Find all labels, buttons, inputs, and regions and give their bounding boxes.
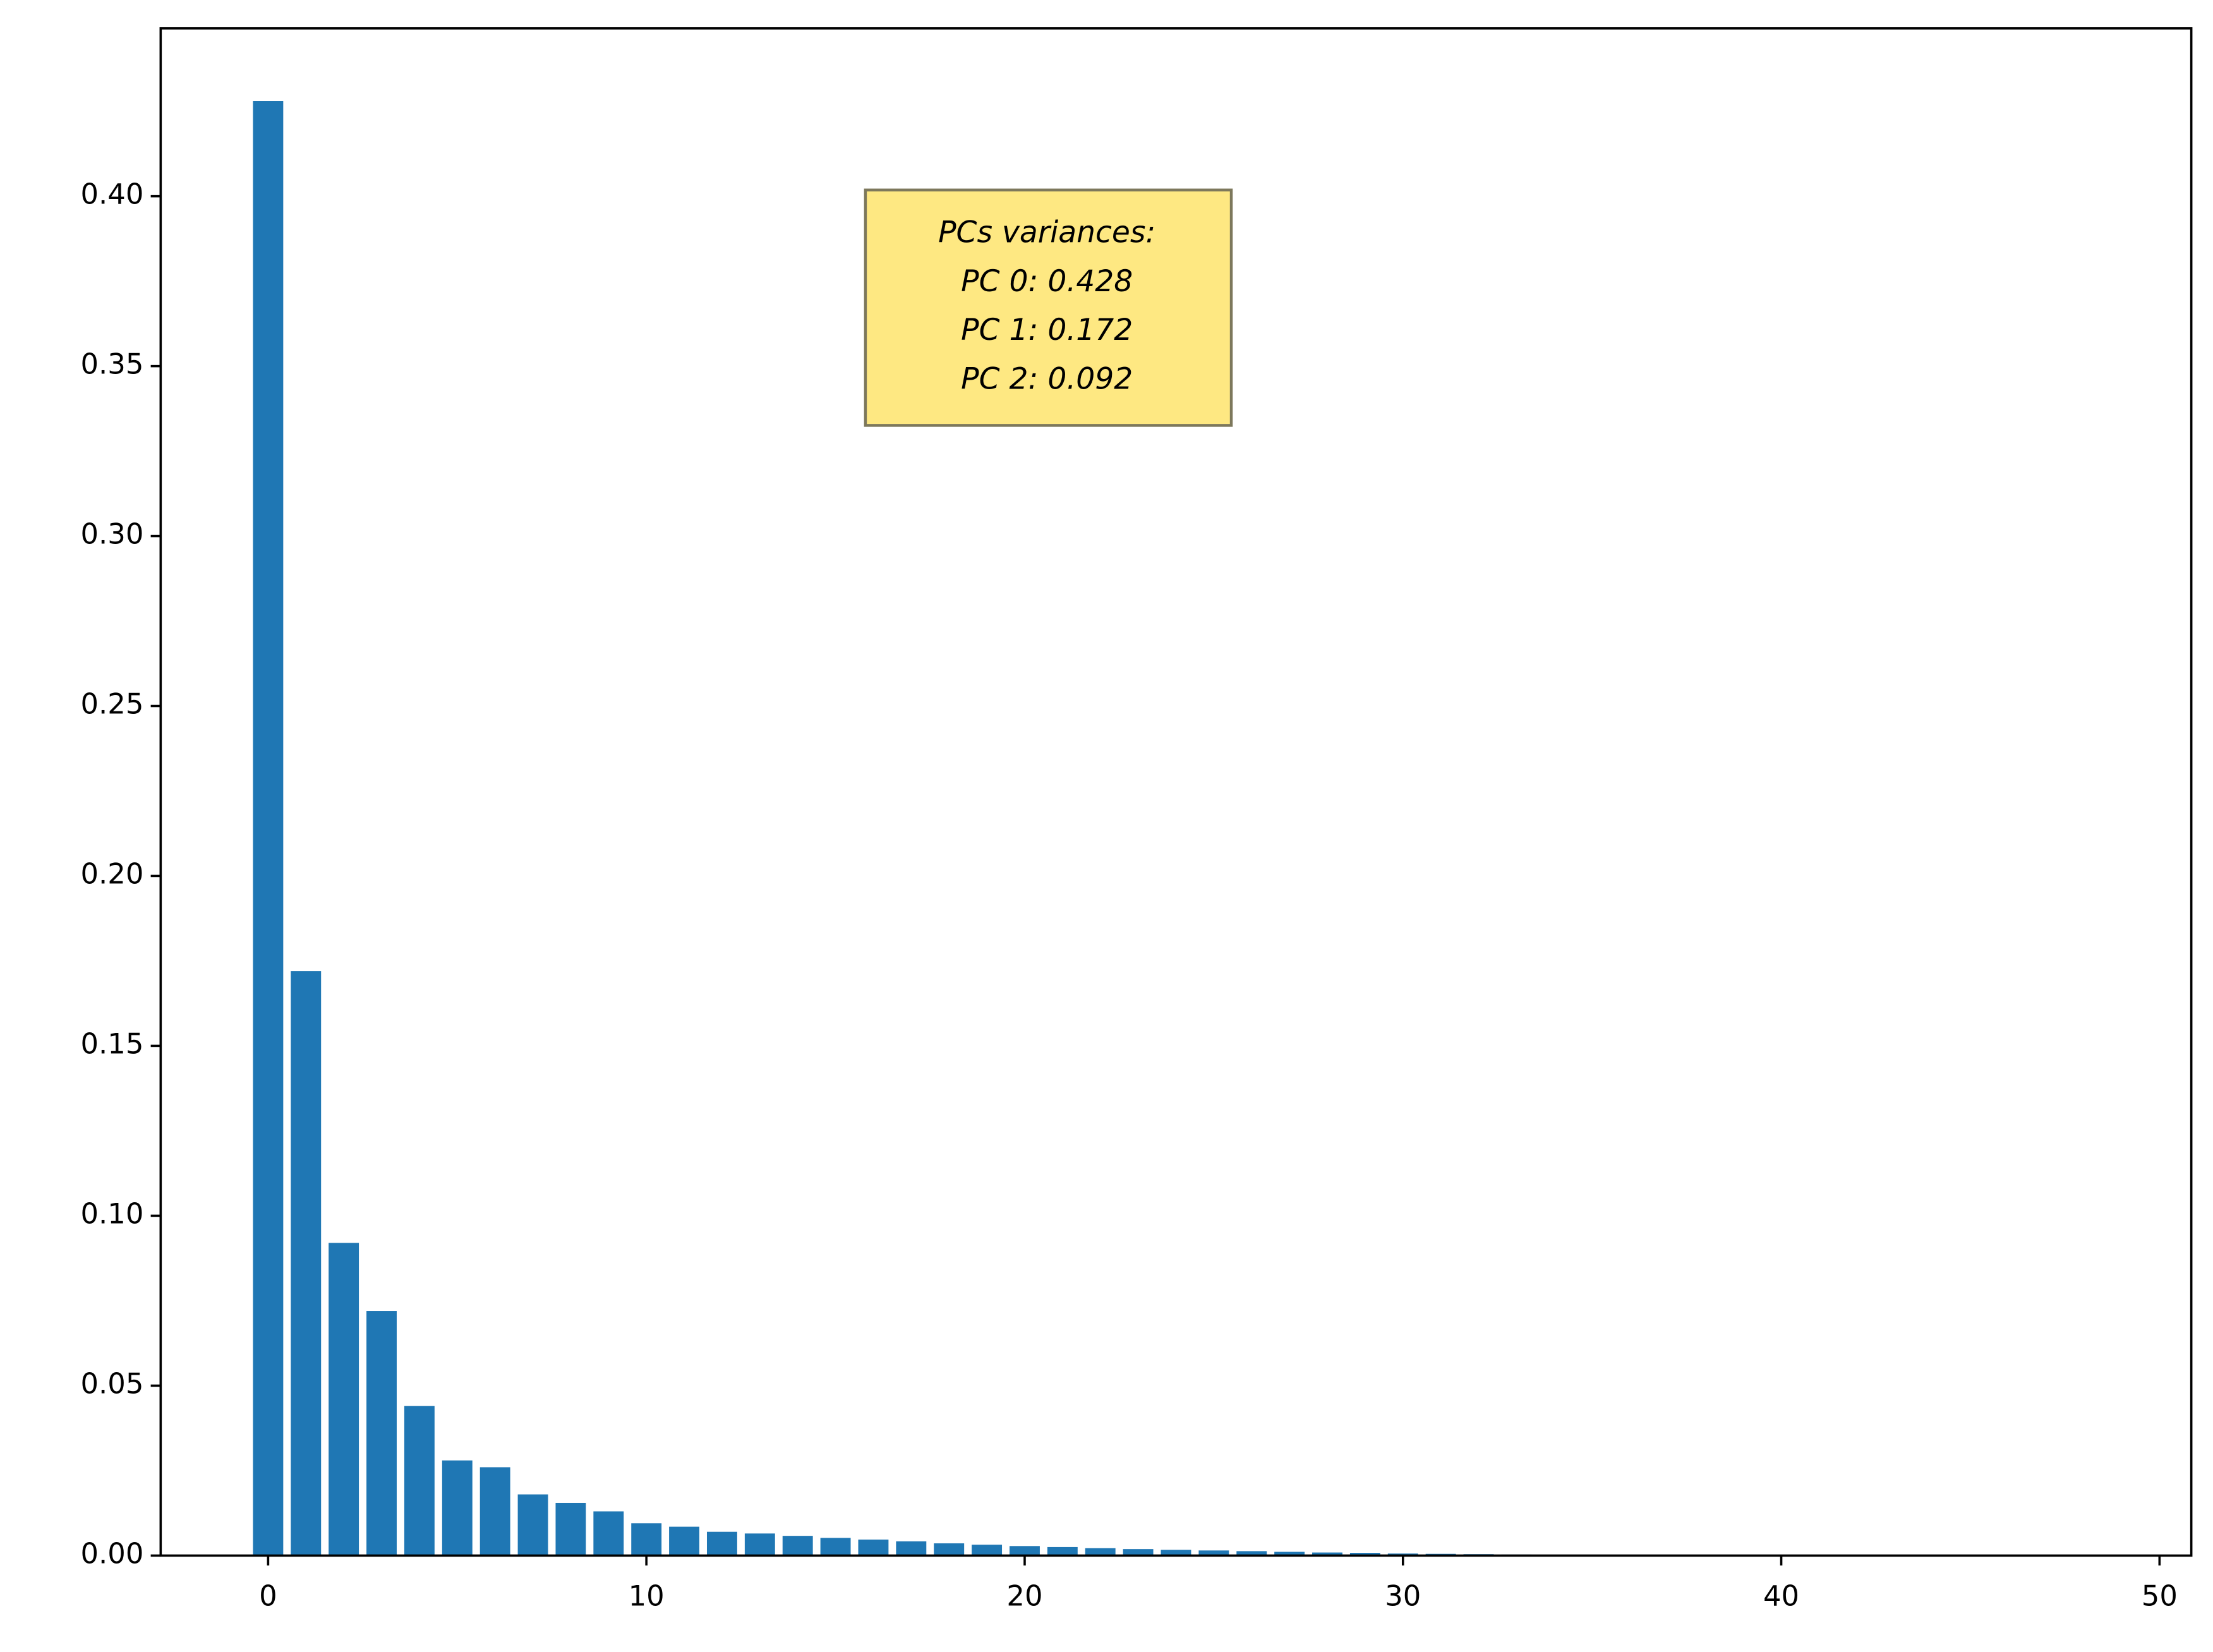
bar	[1198, 1550, 1229, 1556]
annotation-text: PC 1: 0.172	[961, 313, 1133, 347]
bar	[291, 971, 322, 1556]
bar	[593, 1511, 624, 1556]
bar	[896, 1541, 927, 1556]
x-tick-label: 40	[1763, 1579, 1799, 1613]
bar	[517, 1494, 548, 1556]
x-tick-label: 20	[1006, 1579, 1042, 1613]
y-tick-label: 0.30	[80, 517, 143, 551]
y-tick-label: 0.05	[80, 1366, 143, 1400]
bar	[934, 1543, 965, 1556]
y-tick-label: 0.15	[80, 1027, 143, 1060]
bar	[1010, 1546, 1040, 1556]
bar	[442, 1460, 473, 1556]
bar	[858, 1540, 889, 1556]
bar	[1123, 1549, 1154, 1556]
bar	[1085, 1548, 1116, 1556]
bar	[329, 1243, 359, 1556]
x-tick-label: 30	[1385, 1579, 1421, 1613]
bar	[1161, 1550, 1191, 1556]
bar	[631, 1523, 662, 1556]
y-tick-label: 0.40	[80, 178, 143, 211]
x-tick-label: 10	[629, 1579, 665, 1613]
y-tick-label: 0.35	[80, 347, 143, 381]
y-tick-label: 0.10	[80, 1197, 143, 1230]
bar	[404, 1406, 435, 1556]
x-tick-label: 0	[259, 1579, 277, 1613]
y-tick-label: 0.25	[80, 687, 143, 721]
y-tick-label: 0.00	[80, 1536, 143, 1570]
bar	[669, 1526, 700, 1556]
bar	[366, 1311, 397, 1556]
bar	[972, 1545, 1003, 1556]
annotation-text: PC 0: 0.428	[961, 264, 1133, 299]
bar	[782, 1536, 813, 1556]
bar	[1349, 1553, 1380, 1556]
bar	[706, 1531, 737, 1556]
annotation-text: PCs variances:	[938, 215, 1155, 250]
bar	[1312, 1552, 1342, 1556]
bar	[820, 1538, 851, 1556]
bar	[479, 1467, 510, 1556]
plot-frame	[159, 27, 2193, 1557]
bar	[1274, 1552, 1305, 1556]
bar	[1047, 1546, 1078, 1556]
bar	[744, 1533, 775, 1556]
y-tick-label: 0.20	[80, 857, 143, 890]
annotation-text: PC 2: 0.092	[961, 362, 1133, 397]
annotation-box	[864, 188, 1233, 427]
bar	[253, 101, 284, 1556]
bar	[1236, 1551, 1267, 1556]
x-tick-label: 50	[2142, 1579, 2178, 1613]
bar	[555, 1502, 586, 1556]
